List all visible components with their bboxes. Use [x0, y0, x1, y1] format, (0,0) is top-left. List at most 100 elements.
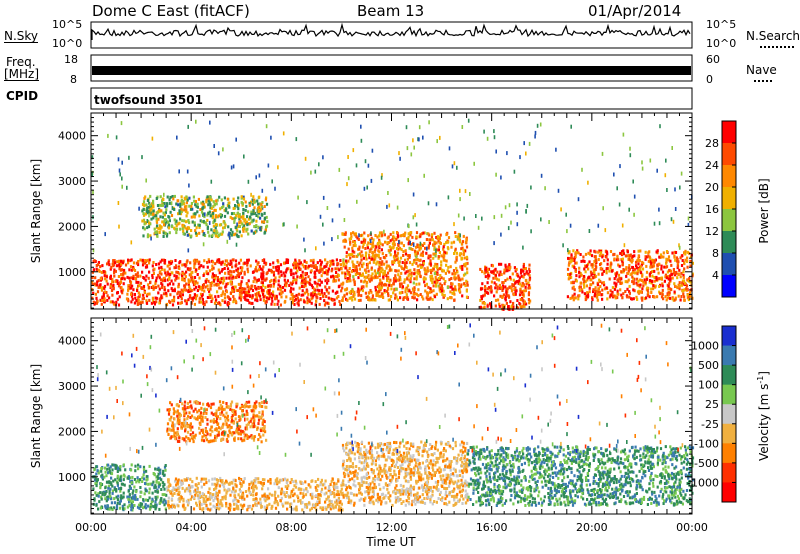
range-gate-cell-0: [289, 297, 292, 301]
range-gate-cell-0: [311, 296, 314, 300]
range-gate-cell-1: [197, 482, 200, 486]
range-gate-cell-4: [184, 197, 187, 201]
sparse-echo-cell: [337, 235, 339, 240]
range-gate-cell-0: [127, 261, 130, 265]
range-gate-cell-3: [670, 288, 673, 292]
sparse-echo-cell: [107, 133, 109, 138]
range-gate-cell-3: [589, 283, 592, 287]
range-gate-cell-0: [137, 263, 140, 267]
range-gate-cell-1: [420, 243, 423, 247]
range-gate-cell-1: [380, 270, 383, 274]
range-gate-cell-0: [114, 466, 117, 470]
range-gate-cell-1: [421, 244, 424, 247]
range-gate-cell-0: [219, 281, 222, 285]
sparse-echo-cell: [202, 242, 205, 247]
range-gate-cell-3: [605, 286, 608, 290]
range-gate-cell-1: [449, 265, 452, 269]
range-gate-cell-0: [211, 264, 214, 268]
range-gate-cell-3: [686, 256, 689, 260]
beam-title: Beam 13: [357, 2, 425, 20]
range-gate-cell-4: [163, 213, 166, 217]
range-gate-cell-2: [510, 286, 513, 290]
range-gate-cell-1: [461, 240, 465, 244]
sparse-echo-cell: [322, 222, 324, 227]
range-gate-cell-0: [254, 268, 257, 272]
range-gate-cell-1: [450, 277, 453, 280]
range-gate-cell-3: [589, 252, 592, 256]
range-gate-cell-0: [333, 302, 336, 306]
range-gate-cell-4: [255, 219, 258, 223]
range-gate-cell-4: [146, 226, 149, 230]
range-gate-cell-3: [612, 294, 615, 298]
range-gate-cell-0: [214, 274, 217, 278]
range-gate-cell-4: [237, 207, 240, 211]
range-gate-cell-1: [379, 242, 382, 246]
range-gate-cell-4: [245, 220, 248, 224]
range-gate-cell-0: [335, 296, 339, 300]
range-gate-cell-0: [206, 260, 209, 264]
range-gate-cell-0: [318, 302, 321, 306]
range-gate-cell-0: [96, 300, 99, 304]
range-gate-cell-4: [223, 221, 226, 225]
range-gate-cell-1: [360, 240, 363, 244]
range-gate-cell-3: [577, 297, 580, 301]
range-gate-cell-0: [275, 296, 278, 300]
range-gate-cell-1: [426, 294, 429, 298]
range-gate-cell-3: [651, 279, 654, 283]
range-gate-cell-0: [310, 292, 313, 296]
range-gate-cell-0: [275, 268, 278, 272]
range-gate-cell-0: [103, 274, 106, 278]
range-gate-cell-0: [155, 475, 158, 479]
range-gate-cell-1: [305, 487, 308, 490]
range-gate-cell-1: [400, 271, 403, 275]
range-gate-cell-0: [100, 302, 103, 306]
range-gate-cell-0: [184, 299, 187, 303]
range-gate-cell-1: [378, 265, 381, 269]
range-gate-cell-1: [436, 235, 439, 239]
range-gate-cell-0: [270, 278, 273, 282]
range-gate-cell-0: [113, 501, 116, 505]
range-gate-cell-3: [619, 281, 622, 285]
sparse-echo-cell: [481, 216, 483, 221]
range-gate-cell-0: [129, 265, 133, 269]
range-gate-cell-1: [385, 274, 388, 278]
range-gate-cell-0: [121, 291, 124, 295]
range-gate-cell-0: [112, 284, 115, 287]
range-gate-cell-0: [93, 282, 96, 286]
range-gate-cell-0: [108, 263, 111, 267]
range-gate-cell-1: [455, 288, 458, 292]
range-gate-cell-1: [316, 484, 319, 487]
range-gate-cell-0: [235, 268, 238, 272]
range-gate-cell-1: [445, 232, 448, 236]
range-gate-cell-0: [300, 293, 303, 297]
range-gate-cell-0: [283, 288, 287, 292]
range-gate-cell-1: [442, 277, 445, 281]
range-gate-cell-4: [232, 233, 235, 237]
range-gate-cell-4: [251, 202, 254, 206]
range-gate-cell-1: [422, 260, 425, 263]
range-gate-cell-0: [154, 500, 157, 504]
range-gate-cell-4: [190, 234, 193, 238]
range-gate-cell-3: [648, 295, 651, 299]
range-gate-cell-4: [194, 212, 197, 216]
range-gate-cell-3: [632, 297, 635, 301]
range-gate-cell-0: [187, 278, 190, 282]
range-gate-cell-0: [230, 261, 233, 265]
range-gate-cell-0: [127, 489, 130, 493]
range-gate-cell-3: [576, 249, 579, 253]
range-gate-cell-1: [223, 481, 226, 485]
range-gate-cell-4: [172, 197, 175, 201]
range-gate-cell-0: [218, 260, 221, 264]
range-gate-cell-3: [660, 295, 664, 299]
sparse-echo-cell: [581, 167, 583, 172]
range-gate-cell-0: [294, 263, 297, 267]
range-gate-cell-0: [132, 267, 135, 271]
range-gate-cell-1: [388, 250, 391, 254]
range-gate-cell-3: [642, 280, 645, 284]
range-gate-cell-0: [151, 274, 154, 277]
sparse-echo-cell: [459, 197, 461, 202]
range-gate-cell-0: [276, 302, 279, 306]
range-gate-cell-4: [226, 197, 229, 201]
range-gate-cell-1: [437, 284, 440, 288]
